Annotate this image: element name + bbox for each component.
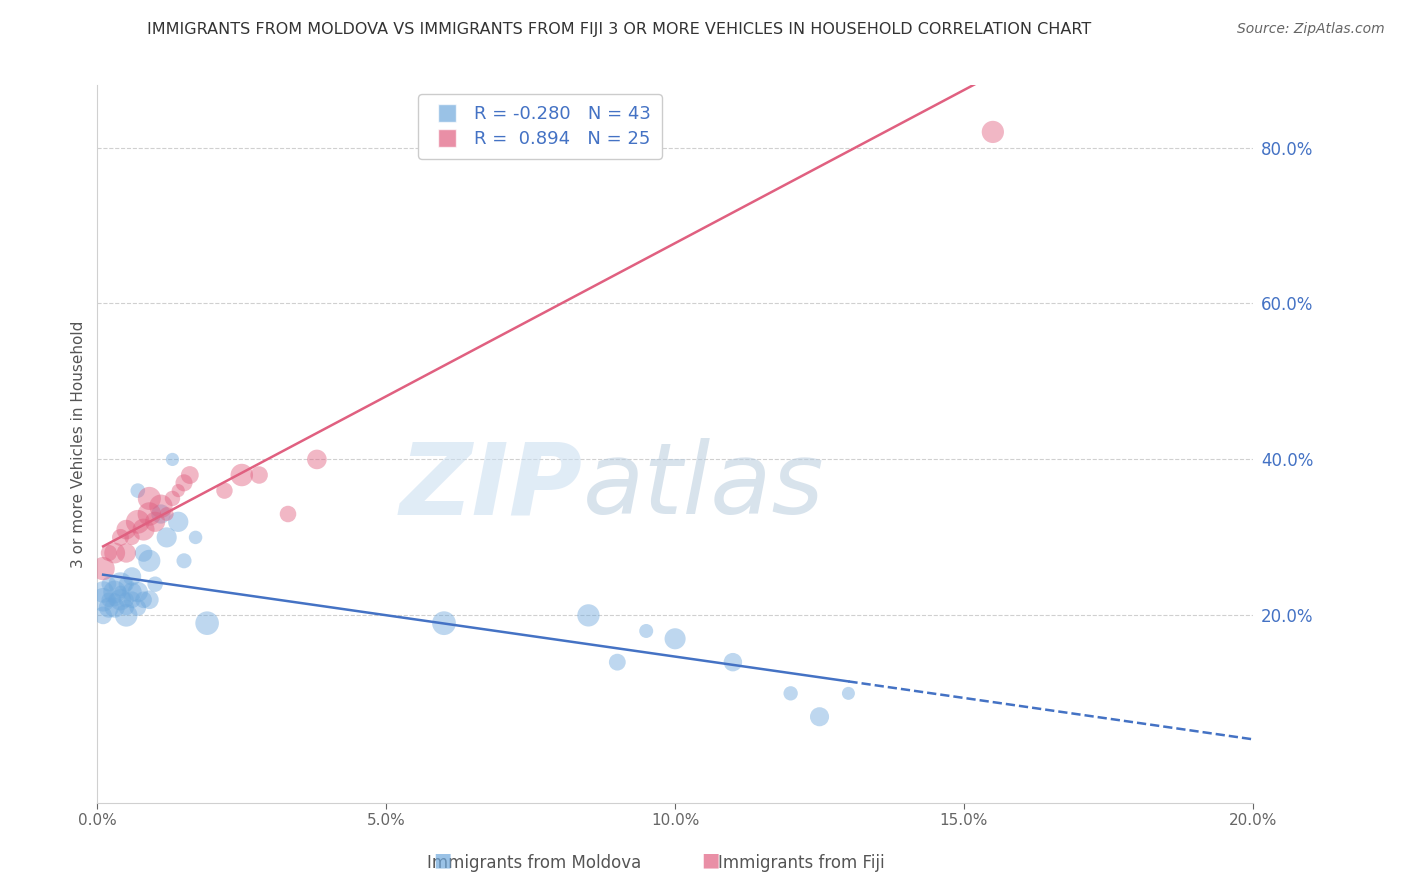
Point [97, 546, 120, 560]
Text: ■: ■ [433, 851, 453, 870]
Point [121, 592, 143, 607]
Point [578, 608, 600, 623]
Point [214, 483, 236, 498]
Point [121, 569, 143, 583]
Point [127, 600, 149, 615]
Point [91, 585, 114, 599]
Point [138, 507, 160, 521]
Point [104, 600, 127, 615]
Text: Immigrants from Fiji: Immigrants from Fiji [718, 855, 884, 872]
Point [636, 624, 658, 638]
Point [277, 507, 299, 521]
Point [162, 452, 184, 467]
Point [664, 632, 686, 646]
Point [184, 530, 207, 544]
Point [132, 592, 155, 607]
Point [115, 546, 138, 560]
Point [97, 592, 120, 607]
Point [167, 483, 190, 498]
Point [173, 554, 195, 568]
Point [433, 616, 456, 631]
Point [138, 592, 160, 607]
Point [115, 592, 138, 607]
Point [121, 585, 143, 599]
Text: IMMIGRANTS FROM MOLDOVA VS IMMIGRANTS FROM FIJI 3 OR MORE VEHICLES IN HOUSEHOLD : IMMIGRANTS FROM MOLDOVA VS IMMIGRANTS FR… [146, 22, 1091, 37]
Point [132, 523, 155, 537]
Point [104, 585, 127, 599]
Text: Immigrants from Moldova: Immigrants from Moldova [427, 855, 641, 872]
Point [115, 600, 138, 615]
Y-axis label: 3 or more Vehicles in Household: 3 or more Vehicles in Household [72, 320, 86, 567]
Point [127, 585, 149, 599]
Point [247, 468, 270, 483]
Point [121, 530, 143, 544]
Point [149, 500, 172, 514]
Point [305, 452, 328, 467]
Point [231, 468, 253, 483]
Point [91, 592, 114, 607]
Point [127, 483, 149, 498]
Text: ZIP: ZIP [399, 438, 582, 535]
Text: Source: ZipAtlas.com: Source: ZipAtlas.com [1237, 22, 1385, 37]
Point [138, 554, 160, 568]
Point [91, 608, 114, 623]
Legend: R = -0.280   N = 43, R =  0.894   N = 25: R = -0.280 N = 43, R = 0.894 N = 25 [419, 95, 662, 159]
Point [981, 125, 1004, 139]
Point [606, 655, 628, 669]
Point [156, 507, 179, 521]
Point [195, 616, 218, 631]
Point [110, 592, 132, 607]
Point [606, 140, 628, 154]
Point [167, 515, 190, 529]
Point [808, 710, 831, 724]
Point [110, 530, 132, 544]
Point [149, 507, 172, 521]
Point [104, 546, 127, 560]
Point [115, 577, 138, 591]
Point [143, 515, 166, 529]
Point [91, 561, 114, 575]
Point [104, 592, 127, 607]
Text: ■: ■ [700, 851, 720, 870]
Point [156, 530, 179, 544]
Point [127, 515, 149, 529]
Point [779, 686, 801, 700]
Point [97, 600, 120, 615]
Point [115, 608, 138, 623]
Point [138, 491, 160, 506]
Point [721, 655, 744, 669]
Point [179, 468, 201, 483]
Point [143, 577, 166, 591]
Point [110, 577, 132, 591]
Point [115, 523, 138, 537]
Point [162, 491, 184, 506]
Point [97, 577, 120, 591]
Point [837, 686, 859, 700]
Point [110, 585, 132, 599]
Text: atlas: atlas [582, 438, 824, 535]
Point [132, 546, 155, 560]
Point [173, 475, 195, 490]
